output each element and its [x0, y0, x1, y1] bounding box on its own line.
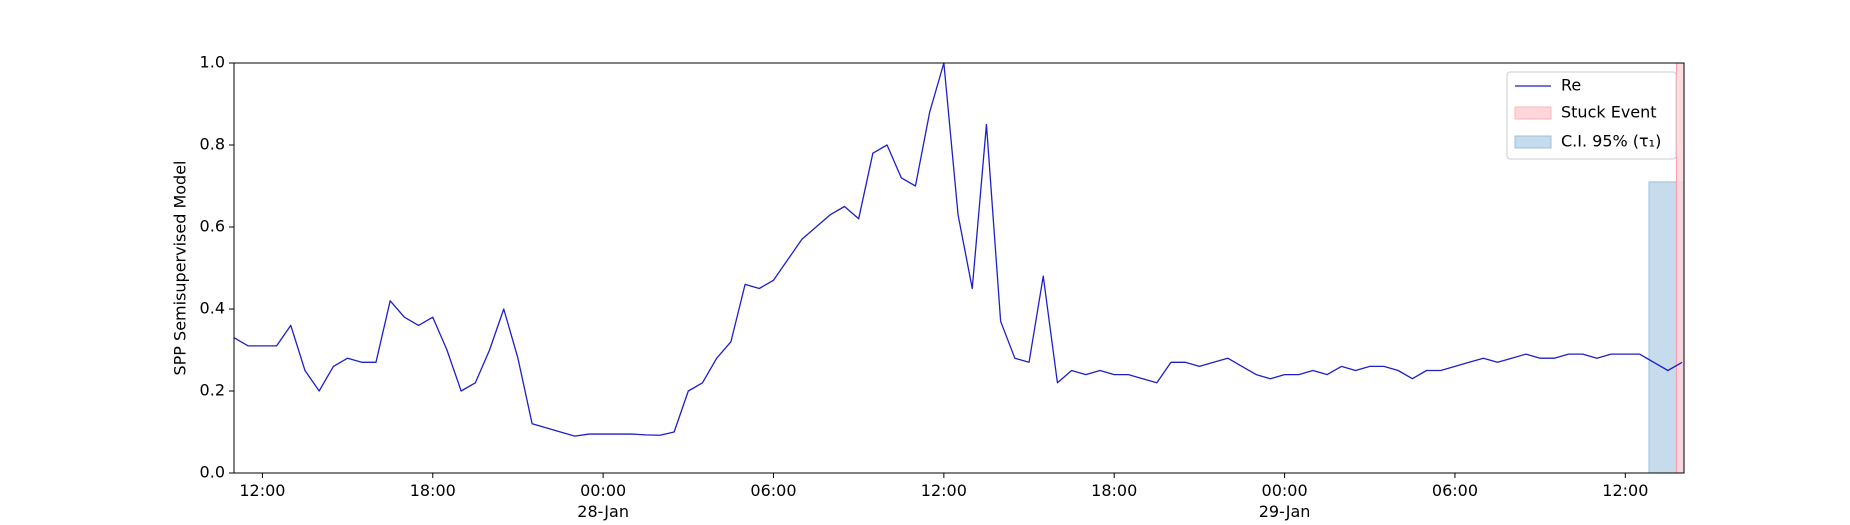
y-tick-label: 0.6: [200, 217, 225, 236]
legend-label: Stuck Event: [1561, 103, 1657, 122]
y-tick-label: 1.0: [200, 53, 225, 72]
x-tick-label: 06:00: [750, 481, 797, 500]
y-axis-label: SPP Semisupervised Model: [171, 161, 190, 376]
x-tick-label: 18:00: [409, 481, 456, 500]
legend-label: C.I. 95% (τ₁): [1561, 132, 1661, 151]
x-tick-label: 12:00: [239, 481, 286, 500]
x-tick-label: 18:00: [1091, 481, 1138, 500]
y-tick-label: 0.2: [200, 381, 225, 400]
legend-swatch: [1514, 135, 1552, 149]
y-tick-label: 0.4: [200, 299, 225, 318]
legend-swatch: [1514, 106, 1552, 120]
x-tick-label: 12:00: [920, 481, 967, 500]
legend-label: Re: [1561, 76, 1581, 95]
y-tick-label: 0.8: [200, 135, 225, 154]
x-tick-label: 00:00 29-Jan: [1258, 481, 1311, 521]
data-line: [233, 62, 1683, 437]
stuck-event-band: [1675, 62, 1685, 474]
x-tick-label: 00:00 28-Jan 1900: [577, 481, 629, 525]
x-tick-label: 06:00: [1431, 481, 1478, 500]
x-tick-label: 12:00: [1602, 481, 1649, 500]
y-tick-label: 0.0: [200, 463, 225, 482]
axes-frame: [233, 62, 1685, 474]
